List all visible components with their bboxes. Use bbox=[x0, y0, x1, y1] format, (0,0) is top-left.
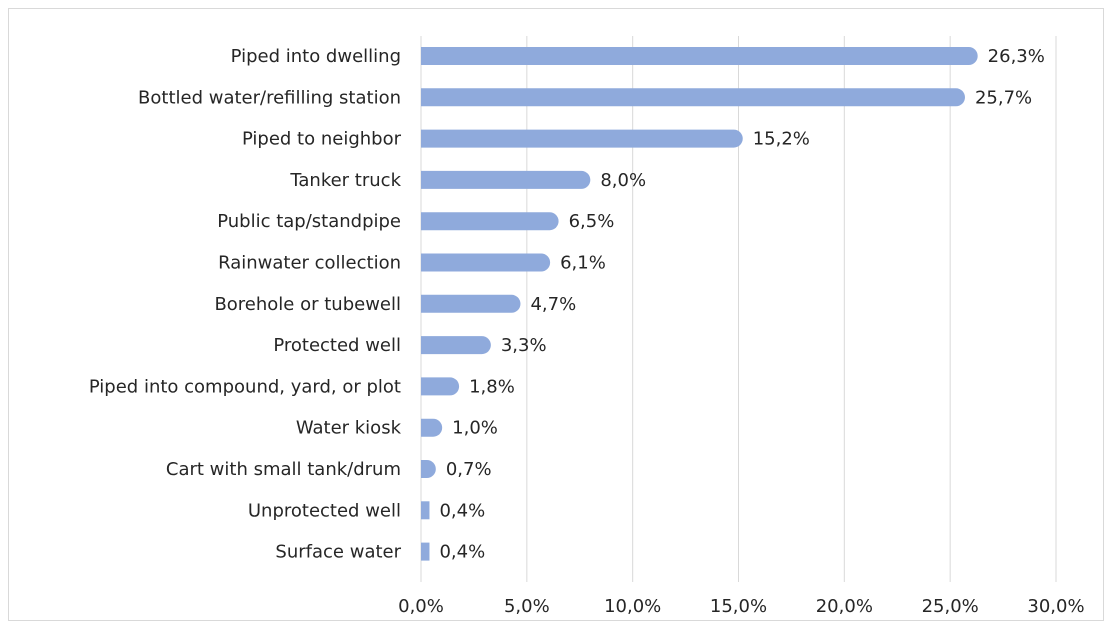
bar bbox=[421, 542, 430, 561]
chart-frame bbox=[8, 8, 1104, 621]
value-label: 15,2% bbox=[753, 129, 810, 150]
category-label: Piped into dwelling bbox=[231, 46, 401, 67]
bar bbox=[421, 418, 443, 437]
value-label: 6,5% bbox=[569, 211, 615, 232]
category-labels: Piped into dwelling Bottled water/refilli… bbox=[89, 46, 402, 563]
value-label: 0,7% bbox=[446, 459, 492, 480]
gridlines bbox=[420, 36, 1057, 582]
bar bbox=[421, 501, 430, 520]
bar bbox=[421, 47, 978, 65]
category-label: Unprotected well bbox=[248, 500, 401, 521]
bar bbox=[421, 294, 521, 313]
x-tick-label: 0,0% bbox=[398, 596, 444, 617]
bar bbox=[421, 170, 591, 189]
category-label: Rainwater collection bbox=[218, 253, 401, 274]
value-label: 8,0% bbox=[600, 170, 646, 191]
value-labels: 26,3% 25,7% 15,2% 8,0% 6,5% 6,1% 4,7% 3,3% 1,8% 1… bbox=[439, 46, 1044, 563]
x-tick-label: 25,0% bbox=[922, 596, 979, 617]
value-label: 25,7% bbox=[975, 87, 1032, 108]
category-label: Public tap/standpipe bbox=[217, 211, 401, 232]
value-label: 1,0% bbox=[452, 418, 498, 439]
bar bbox=[421, 88, 965, 107]
category-label: Water kiosk bbox=[296, 418, 402, 439]
bar bbox=[421, 212, 559, 231]
category-label: Piped to neighbor bbox=[242, 129, 402, 150]
category-label: Cart with small tank/drum bbox=[166, 459, 401, 480]
value-label: 26,3% bbox=[988, 46, 1045, 67]
category-label: Piped into compound, yard, or plot bbox=[89, 376, 401, 397]
value-label: 0,4% bbox=[439, 542, 485, 563]
category-label: Tanker truck bbox=[289, 170, 401, 191]
value-label: 1,8% bbox=[469, 376, 515, 397]
bar bbox=[421, 336, 491, 355]
x-tick-label: 10,0% bbox=[604, 596, 661, 617]
bar bbox=[421, 129, 743, 148]
x-tick-label: 5,0% bbox=[504, 596, 550, 617]
category-label: Bottled water/refilling station bbox=[138, 87, 401, 108]
category-label: Borehole or tubewell bbox=[214, 294, 401, 315]
value-label: 3,3% bbox=[501, 335, 547, 356]
category-label: Surface water bbox=[275, 542, 401, 563]
bar bbox=[421, 460, 436, 478]
value-label: 0,4% bbox=[439, 500, 485, 521]
category-label: Protected well bbox=[273, 335, 401, 356]
x-tick-label: 30,0% bbox=[1027, 596, 1084, 617]
bar bbox=[421, 377, 460, 396]
x-axis-tick-labels: 0,0% 5,0% 10,0% 15,0% 20,0% 25,0% 30,0% bbox=[398, 596, 1084, 617]
value-label: 4,7% bbox=[530, 294, 576, 315]
x-tick-label: 20,0% bbox=[816, 596, 873, 617]
bars bbox=[421, 47, 978, 561]
value-label: 6,1% bbox=[560, 253, 606, 274]
bar bbox=[421, 253, 551, 272]
x-tick-label: 15,0% bbox=[710, 596, 767, 617]
